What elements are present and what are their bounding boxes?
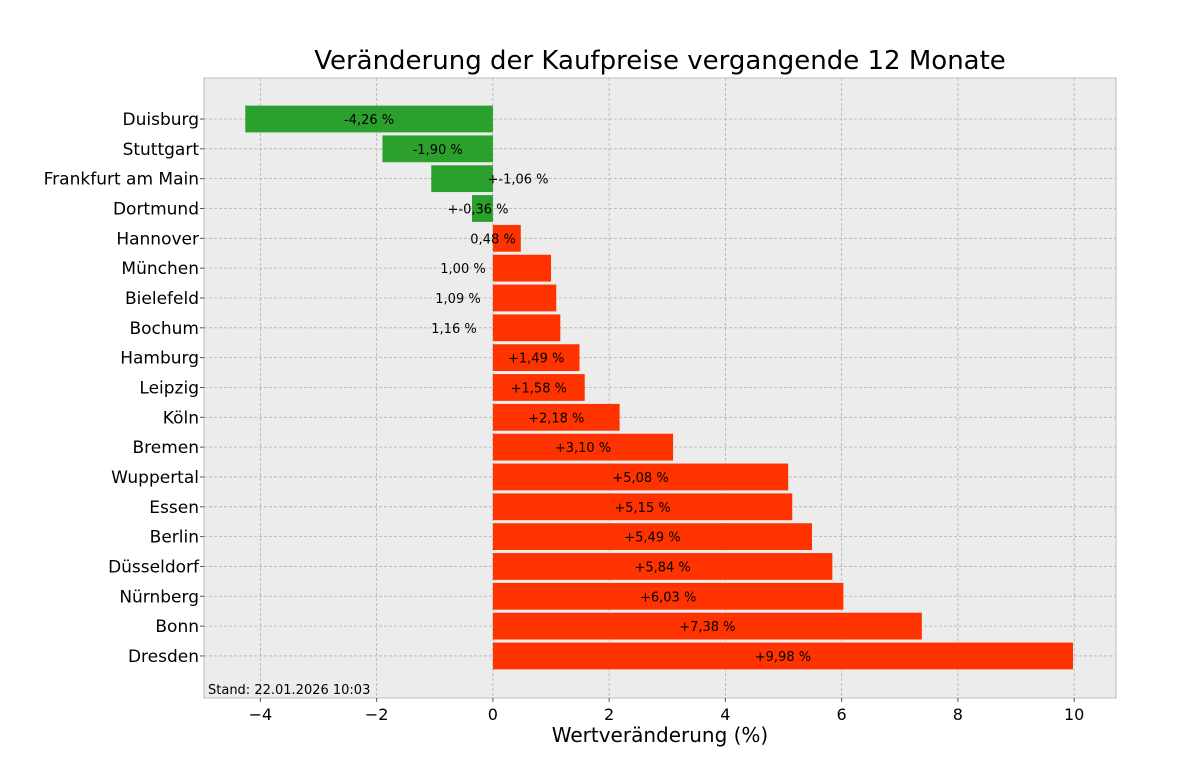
bar-data-label: +1,49 %: [508, 352, 564, 367]
y-tick-label: Bremen: [132, 438, 199, 458]
timestamp-annotation: Stand: 22.01.2026 10:03: [208, 683, 370, 698]
bar-data-label: +6,03 %: [640, 590, 696, 605]
bar-duisburg: [245, 105, 493, 133]
bar-köln: [492, 403, 620, 431]
bar-bonn: [492, 612, 922, 640]
y-tick-label: Bochum: [129, 319, 199, 339]
bar-hannover: [492, 224, 521, 252]
bar-data-label: -4,26 %: [344, 113, 394, 128]
y-tick-label: Stuttgart: [123, 140, 200, 160]
y-tick-label: Nürnberg: [119, 587, 199, 607]
bar-data-label: +2,18 %: [528, 411, 584, 426]
bar-münchen: [492, 254, 552, 282]
bar-stuttgart: [382, 135, 493, 163]
bar-berlin: [492, 523, 812, 551]
bar-dresden: [492, 642, 1073, 670]
y-tick-label: Dresden: [128, 647, 199, 667]
y-tick-label: Bonn: [155, 617, 199, 637]
x-tick-label: −4: [249, 705, 273, 724]
bar-data-label: +9,98 %: [755, 650, 811, 665]
y-tick-label: Dortmund: [113, 199, 199, 219]
bar-düsseldorf: [492, 553, 833, 580]
x-tick-label: −2: [365, 705, 389, 724]
chart-title: Veränderung der Kaufpreise vergangende 1…: [314, 46, 1006, 76]
bar-data-label: +7,38 %: [679, 620, 735, 635]
x-tick-label: 0: [488, 705, 498, 724]
bar-bielefeld: [492, 284, 557, 312]
bar-data-label: +1,58 %: [511, 381, 567, 396]
x-tick-label: 4: [720, 705, 730, 724]
bar-data-label: +3,10 %: [555, 441, 611, 456]
x-tick-label: 8: [953, 705, 963, 724]
bar-data-label: +5,84 %: [634, 560, 690, 575]
bar-data-label: +5,08 %: [612, 471, 668, 486]
x-axis-label: Wertveränderung (%): [552, 723, 769, 747]
y-tick-label: Duisburg: [123, 110, 200, 130]
y-tick-label: Köln: [163, 408, 199, 428]
bar-data-label: 1,09 %: [435, 292, 480, 307]
y-tick-label: Leipzig: [139, 378, 199, 398]
bar-bremen: [492, 433, 674, 461]
y-tick-label: München: [121, 259, 199, 279]
y-tick-label: Hannover: [116, 229, 199, 249]
x-tick-label: 2: [604, 705, 614, 724]
y-tick-label: Wuppertal: [111, 468, 199, 488]
bar-data-label: -1,90 %: [413, 143, 463, 158]
x-tick-label: 10: [1064, 705, 1084, 724]
y-tick-label: Düsseldorf: [108, 557, 200, 577]
bar-data-label: +5,49 %: [624, 531, 680, 546]
bar-essen: [492, 493, 793, 521]
bar-wuppertal: [492, 463, 789, 491]
bar-data-label: 1,16 %: [431, 322, 476, 337]
bar-leipzig: [492, 374, 585, 401]
y-tick-label: Berlin: [150, 528, 199, 548]
bar-dortmund: [471, 195, 493, 222]
bar-data-label: 1,00 %: [440, 262, 485, 277]
y-tick-label: Hamburg: [120, 349, 199, 369]
y-tick-label: Essen: [149, 498, 199, 518]
bar-bochum: [492, 314, 561, 342]
x-tick-label: 6: [837, 705, 847, 724]
bar-hamburg: [492, 344, 580, 372]
y-tick-label: Frankfurt am Main: [44, 170, 199, 190]
bar-nürnberg: [492, 582, 844, 610]
bar-data-label: 0,48 %: [470, 232, 515, 247]
bar-data-label: +-0,36 %: [447, 202, 508, 217]
bar-data-label: +-1,06 %: [487, 173, 548, 188]
bar-frankfurt-am-main: [431, 165, 493, 193]
bar-data-label: +5,15 %: [614, 501, 670, 516]
y-tick-label: Bielefeld: [125, 289, 199, 309]
